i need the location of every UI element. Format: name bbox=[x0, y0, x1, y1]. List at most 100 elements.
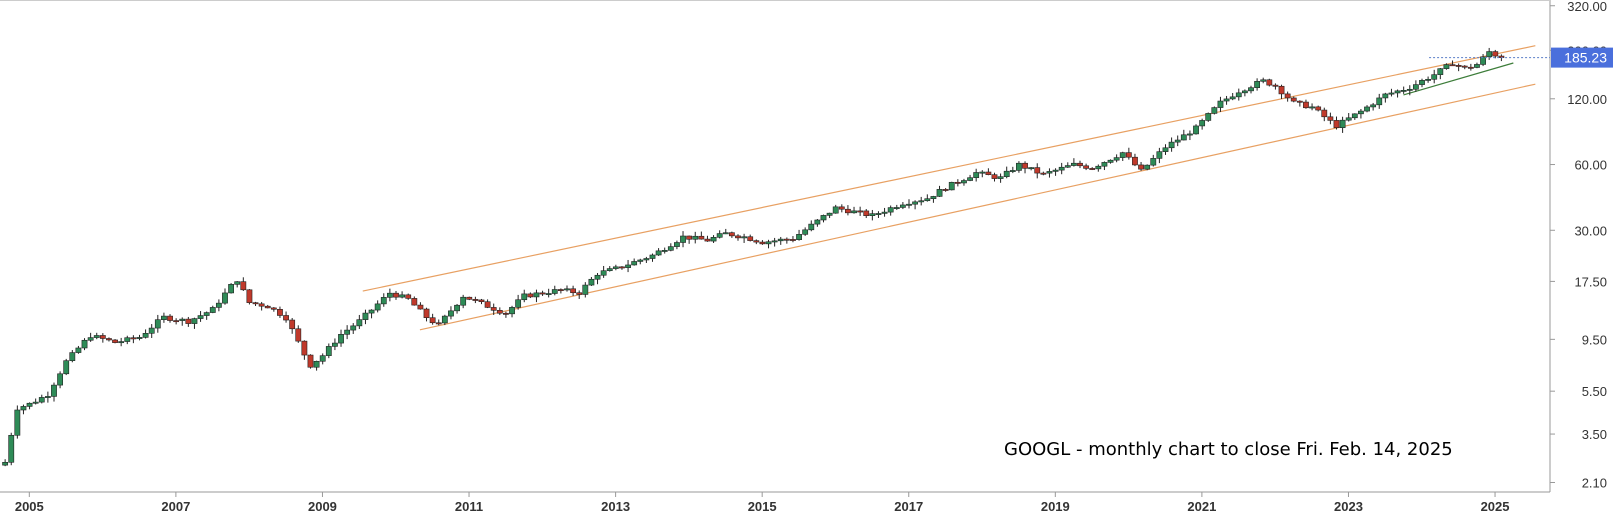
candle-body-down bbox=[270, 307, 277, 310]
candle bbox=[124, 335, 131, 345]
candle-body-up bbox=[1156, 151, 1163, 159]
candle bbox=[704, 235, 711, 242]
candle-body-up bbox=[1217, 100, 1224, 108]
x-tick-label: 2015 bbox=[748, 499, 777, 514]
candle bbox=[576, 290, 583, 299]
candle bbox=[1290, 96, 1297, 103]
candle bbox=[154, 314, 161, 333]
candle-body-up bbox=[154, 319, 161, 329]
candle-body-up bbox=[661, 250, 668, 252]
candle-body-down bbox=[1138, 164, 1144, 170]
candle bbox=[1345, 113, 1352, 122]
candle bbox=[51, 382, 57, 402]
candle-body-up bbox=[51, 384, 57, 397]
candle bbox=[81, 338, 88, 351]
candle bbox=[1162, 144, 1169, 155]
candle bbox=[503, 311, 509, 318]
candle-body-down bbox=[484, 301, 491, 308]
candle bbox=[1382, 92, 1389, 103]
candle bbox=[429, 313, 436, 325]
candle bbox=[240, 277, 247, 291]
candle bbox=[362, 309, 369, 325]
candle-body-up bbox=[63, 360, 70, 375]
candle-body-up bbox=[625, 264, 631, 268]
candle bbox=[1248, 85, 1254, 94]
x-tick-label: 2021 bbox=[1187, 499, 1216, 514]
candle-body-up bbox=[136, 337, 143, 339]
candle-body-down bbox=[405, 294, 412, 299]
candle-body-up bbox=[203, 312, 210, 316]
candle bbox=[1449, 60, 1456, 67]
candle bbox=[411, 296, 418, 306]
candle-body-down bbox=[728, 232, 735, 237]
candle-body-up bbox=[161, 315, 167, 320]
candle-body-down bbox=[185, 318, 192, 324]
candle bbox=[1046, 168, 1053, 178]
candle-body-up bbox=[1064, 165, 1071, 168]
candle-body-up bbox=[1364, 106, 1370, 112]
candle-body-up bbox=[148, 327, 155, 334]
candle bbox=[661, 247, 668, 254]
candle bbox=[1309, 103, 1315, 111]
candle-body-down bbox=[1315, 106, 1322, 111]
candle bbox=[802, 227, 809, 236]
candle bbox=[399, 291, 405, 299]
candle bbox=[1003, 166, 1010, 179]
candle bbox=[1193, 124, 1199, 135]
candle bbox=[338, 329, 344, 347]
candle-body-up bbox=[680, 235, 686, 243]
candle-body-up bbox=[20, 406, 27, 411]
candle-body-down bbox=[1303, 101, 1309, 109]
candle-body-down bbox=[503, 312, 509, 315]
candle bbox=[655, 248, 662, 256]
candle bbox=[1425, 76, 1432, 83]
candle-body-down bbox=[277, 308, 283, 316]
candle-body-down bbox=[496, 310, 503, 314]
candle-body-up bbox=[1174, 139, 1181, 143]
trend-line bbox=[1403, 62, 1514, 96]
candle bbox=[918, 196, 925, 206]
candle-body-up bbox=[1370, 104, 1377, 108]
candle bbox=[38, 394, 45, 404]
candle-body-up bbox=[1254, 81, 1261, 88]
candle-body-down bbox=[112, 339, 118, 343]
candle-body-up bbox=[313, 360, 320, 368]
trend-lines bbox=[362, 45, 1536, 331]
candle bbox=[722, 228, 729, 235]
candle bbox=[796, 229, 802, 241]
axes bbox=[0, 0, 1551, 493]
candle-body-down bbox=[478, 299, 485, 303]
candle bbox=[887, 205, 894, 216]
candle-body-up bbox=[57, 373, 63, 386]
candle-body-up bbox=[32, 401, 39, 404]
candle-body-up bbox=[1223, 98, 1230, 102]
candle-body-up bbox=[741, 236, 747, 239]
candle-body-down bbox=[686, 235, 693, 240]
candle bbox=[1132, 153, 1138, 167]
candle-body-down bbox=[790, 239, 796, 241]
candle bbox=[509, 305, 515, 318]
candle-body-up bbox=[209, 307, 216, 313]
candle bbox=[20, 404, 27, 415]
candle bbox=[881, 207, 888, 217]
candle bbox=[1064, 162, 1071, 168]
candle-body-up bbox=[826, 212, 833, 216]
candle bbox=[924, 194, 931, 202]
candle-body-up bbox=[936, 189, 943, 197]
candle-body-up bbox=[1480, 56, 1486, 65]
candle-body-up bbox=[1095, 165, 1102, 170]
candle bbox=[716, 230, 723, 239]
candle-body-down bbox=[106, 338, 112, 341]
candle-body-up bbox=[1412, 84, 1419, 90]
candle bbox=[533, 289, 540, 303]
candle bbox=[1321, 107, 1328, 122]
candle bbox=[203, 311, 210, 320]
candle bbox=[631, 258, 638, 266]
candle bbox=[301, 340, 308, 360]
x-tick-label: 2013 bbox=[601, 499, 630, 514]
y-tick-label: 9.50 bbox=[1582, 332, 1607, 347]
candle-body-down bbox=[264, 305, 271, 309]
candle bbox=[1278, 84, 1285, 99]
candle-body-up bbox=[771, 240, 778, 243]
